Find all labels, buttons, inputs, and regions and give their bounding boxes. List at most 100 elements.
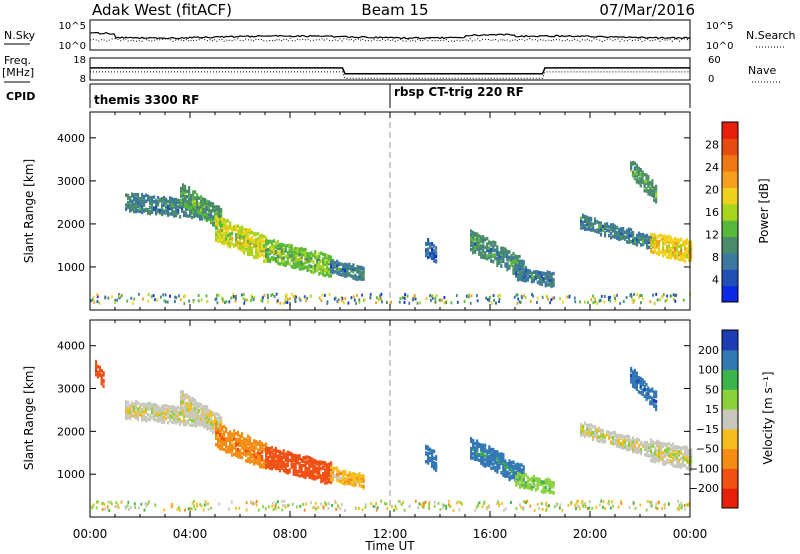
velocity-cell <box>360 474 363 478</box>
power-cell <box>476 243 479 247</box>
velocity-cell <box>586 432 589 436</box>
power-cell <box>353 298 356 302</box>
velocity-colorbar-swatch <box>722 409 738 430</box>
velocity-cell <box>640 440 643 445</box>
velocity-colorbar-swatch <box>722 389 738 410</box>
velocity-cell <box>180 397 183 401</box>
velocity-cell <box>202 405 205 409</box>
power-cell <box>427 247 430 251</box>
velocity-cell <box>219 446 222 451</box>
velocity-cell <box>324 464 327 468</box>
power-cell <box>630 232 633 236</box>
power-cell <box>314 267 317 271</box>
velocity-cell <box>131 403 134 408</box>
power-cell <box>326 300 329 304</box>
velocity-cell <box>425 444 428 449</box>
velocity-cell <box>476 457 479 462</box>
power-cell <box>223 217 226 222</box>
velocity-cell <box>249 451 252 455</box>
power-cell <box>618 237 621 242</box>
velocity-cell <box>431 452 434 457</box>
velocity-cell <box>530 484 533 488</box>
velocity-cell <box>274 463 277 467</box>
power-cell <box>630 239 633 244</box>
power-cell <box>151 206 154 211</box>
power-cell <box>528 269 531 273</box>
velocity-cell <box>315 507 318 511</box>
velocity-cell <box>510 470 513 474</box>
power-cell <box>116 298 119 302</box>
power-cell <box>480 235 483 239</box>
velocity-cell <box>676 451 679 455</box>
velocity-cell <box>322 505 324 509</box>
power-cell <box>435 294 438 298</box>
power-cell <box>284 300 287 304</box>
power-cell <box>553 296 555 300</box>
velocity-cell <box>482 461 485 466</box>
velocity-cell <box>592 430 595 435</box>
power-cell <box>215 215 218 219</box>
power-cell <box>273 295 276 298</box>
power-cell <box>326 301 329 305</box>
velocity-cell <box>151 407 154 411</box>
velocity-cell <box>298 454 301 458</box>
velocity-cell <box>510 474 513 479</box>
power-cell <box>476 232 479 236</box>
power-cell <box>184 197 187 201</box>
velocity-cell <box>472 456 475 460</box>
power-cell <box>342 269 345 273</box>
power-cell <box>651 190 654 195</box>
velocity-cell <box>286 450 289 454</box>
velocity-cell <box>188 409 191 413</box>
velocity-cell <box>326 477 329 481</box>
power-cell <box>628 233 631 237</box>
power-cell <box>246 298 249 302</box>
velocity-cell <box>522 506 525 510</box>
velocity-cell <box>300 473 303 478</box>
power-cell <box>282 247 285 252</box>
power-cell <box>344 272 347 276</box>
power-cell <box>225 237 228 241</box>
power-cell <box>147 197 150 202</box>
velocity-cell <box>257 462 260 466</box>
power-cell <box>668 252 671 256</box>
power-cell <box>680 257 683 262</box>
velocity-cell <box>127 500 130 504</box>
power-cell <box>548 273 551 277</box>
power-cell <box>167 204 170 208</box>
velocity-cell <box>553 505 556 509</box>
velocity-cell <box>577 499 579 503</box>
power-cell <box>129 209 132 213</box>
power-cell <box>516 263 519 267</box>
cpid-panel: CPID themis 3300 RF rbsp CT-trig 220 RF <box>6 83 691 108</box>
power-cell <box>130 296 133 300</box>
power-cell <box>620 236 623 241</box>
power-cell <box>643 172 646 177</box>
velocity-cell <box>280 463 283 467</box>
power-cell <box>672 238 675 243</box>
power-cell <box>358 276 361 281</box>
velocity-cell <box>486 505 489 509</box>
velocity-cell <box>630 445 633 449</box>
velocity-cell <box>161 418 164 422</box>
velocity-cell <box>157 417 160 421</box>
velocity-cell <box>608 499 610 503</box>
velocity-cell <box>470 450 473 455</box>
velocity-cell <box>140 502 143 506</box>
power-cell <box>356 264 359 269</box>
power-cell <box>296 251 299 255</box>
power-cell <box>690 240 693 245</box>
power-cell <box>314 263 317 268</box>
power-cell <box>470 240 473 244</box>
power-cell <box>546 273 549 277</box>
power-cell <box>616 293 618 297</box>
power-cell <box>508 258 511 263</box>
power-cell <box>632 238 635 243</box>
power-cell <box>242 293 245 296</box>
power-cell <box>544 272 547 276</box>
velocity-cell <box>223 430 226 435</box>
velocity-cell <box>220 421 223 425</box>
velocity-cell <box>606 430 609 434</box>
power-cell <box>650 235 653 239</box>
velocity-cell <box>536 484 539 489</box>
